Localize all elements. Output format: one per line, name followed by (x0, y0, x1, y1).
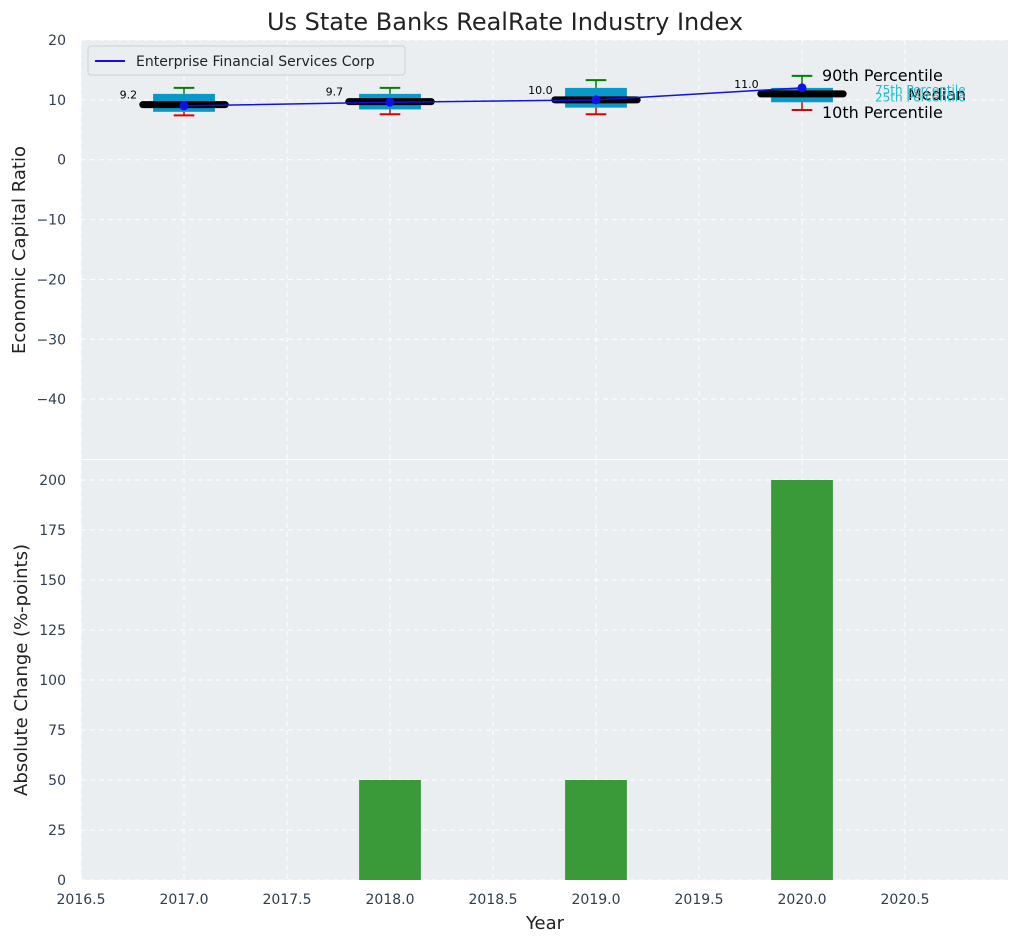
p10-annotation: 10th Percentile (822, 103, 943, 122)
company-point (385, 97, 395, 107)
bottom-y-tick-label: 0 (57, 873, 66, 889)
bottom-y-axis-label: Absolute Change (%-points) (11, 544, 32, 796)
top-y-tick-label: 20 (48, 33, 66, 49)
top-y-tick-label: 10 (48, 93, 66, 109)
bottom-y-ticks: 0 25 50 75 100 125 150 175 200 (39, 473, 66, 889)
p75-annotation: 75th Percentile (875, 83, 966, 97)
bottom-y-tick-label: 75 (48, 723, 66, 739)
p90-annotation: 90th Percentile (822, 66, 943, 85)
bars (359, 480, 833, 880)
company-point (179, 101, 189, 111)
top-y-tick-label: −40 (36, 392, 66, 408)
x-ticks: 2016.5 2017.0 2017.5 2018.0 2018.5 2019.0 2019… (57, 892, 930, 908)
x-tick-label: 2016.5 (57, 892, 106, 908)
x-tick-label: 2019.5 (675, 892, 724, 908)
chart-title: Us State Banks RealRate Industry Index (267, 8, 743, 36)
x-tick-label: 2019.0 (572, 892, 621, 908)
company-line (183, 87, 803, 107)
top-y-axis-label: Economic Capital Ratio (9, 146, 30, 354)
company-point (591, 95, 601, 105)
bar-2019 (565, 780, 627, 880)
company-series (179, 83, 807, 111)
x-tick-label: 2017.0 (160, 892, 209, 908)
top-y-tick-label: 0 (57, 153, 66, 169)
bottom-y-tick-label: 175 (39, 523, 66, 539)
median-value-label: 9.2 (120, 89, 138, 102)
legend-label: Enterprise Financial Services Corp (136, 54, 375, 70)
bar-2018 (359, 780, 421, 880)
median-annotation: Median (908, 85, 966, 104)
x-tick-label: 2020.5 (881, 892, 930, 908)
x-tick-label: 2018.5 (469, 892, 518, 908)
bar-2020 (771, 480, 833, 880)
bottom-grid (80, 460, 1008, 881)
box-2020: 11.0 (734, 74, 847, 112)
median-value-label: 10.0 (528, 84, 553, 97)
x-tick-label: 2018.0 (366, 892, 415, 908)
median-value-label: 9.7 (326, 86, 344, 99)
bottom-y-tick-label: 25 (48, 823, 66, 839)
top-y-tick-label: −20 (36, 272, 66, 288)
x-tick-label: 2017.5 (263, 892, 312, 908)
top-y-ticks: 20 10 0 −10 −20 −30 −40 (36, 33, 66, 408)
bottom-y-tick-label: 100 (39, 673, 66, 689)
bottom-y-tick-label: 125 (39, 623, 66, 639)
top-y-tick-label: −30 (36, 332, 66, 348)
bottom-y-tick-label: 50 (48, 773, 66, 789)
top-plot-area (81, 40, 1008, 459)
bottom-y-tick-label: 150 (39, 573, 66, 589)
x-tick-label: 2020.0 (778, 892, 827, 908)
median-value-label: 11.0 (734, 78, 759, 91)
legend-box (87, 45, 406, 76)
x-axis-label: Year (525, 913, 565, 934)
p25-annotation: 25th Percentile (875, 90, 966, 104)
company-point (797, 83, 807, 93)
legend: Enterprise Financial Services Corp (87, 45, 406, 76)
top-y-tick-label: −10 (36, 213, 66, 229)
bottom-plot-area (81, 460, 1008, 880)
bottom-y-tick-label: 200 (39, 473, 66, 489)
